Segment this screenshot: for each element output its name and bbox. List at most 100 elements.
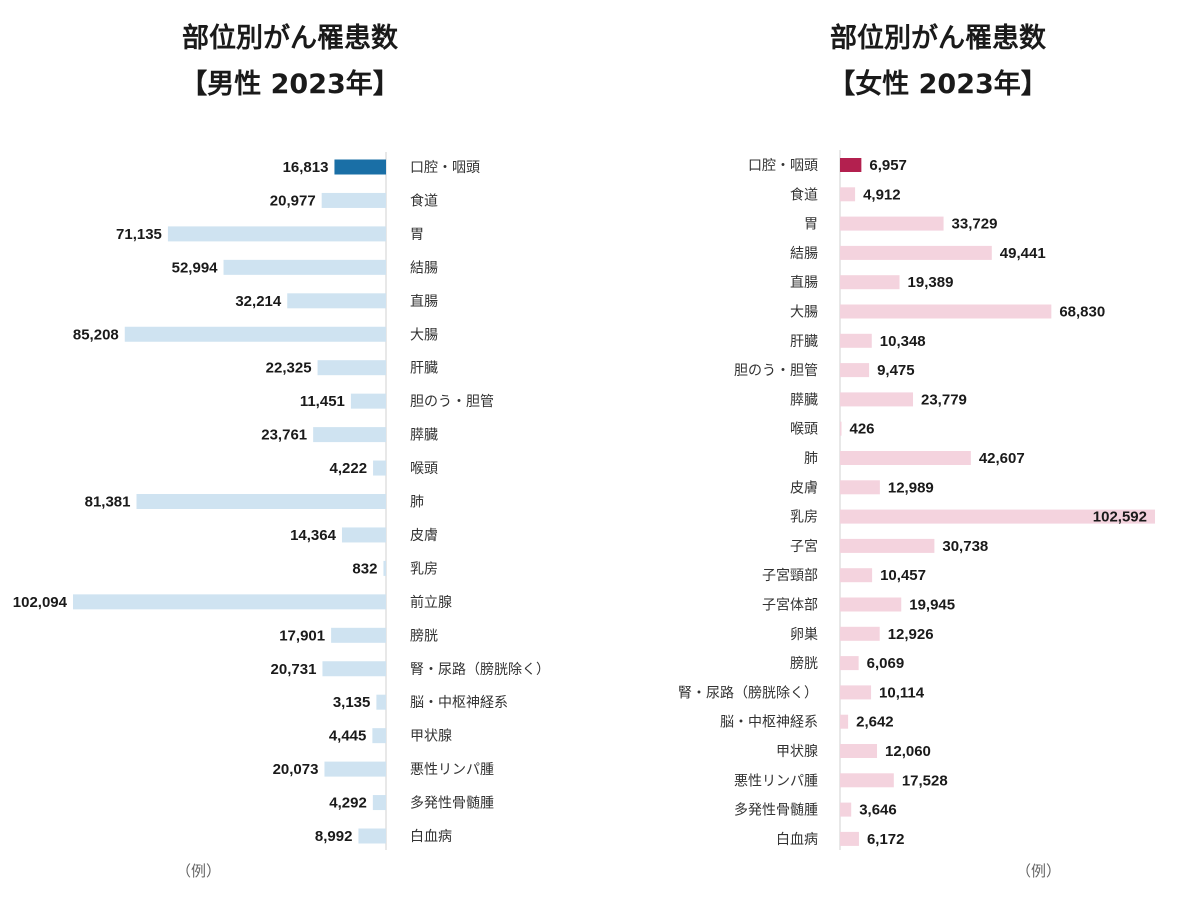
female-category-label: 胆のう・胆管 (734, 363, 818, 379)
female-category-label: 多発性骨髄腫 (734, 802, 818, 819)
female-value-label: 12,989 (888, 479, 934, 496)
male-category-label: 肝臓 (410, 361, 438, 377)
female-bar (840, 275, 900, 290)
male-value-label: 16,813 (283, 159, 329, 176)
female-category-label: 結腸 (790, 246, 818, 262)
female-category-label: 膵臓 (790, 392, 818, 408)
male-category-label: 乳房 (410, 561, 438, 577)
male-bar (136, 494, 386, 509)
female-bar (840, 304, 1052, 319)
female-bar (840, 714, 849, 729)
male-bar (287, 293, 386, 309)
male-category-label: 直腸 (410, 293, 438, 310)
male-title-text: 部位別がん罹患数 (182, 23, 398, 54)
male-value-label: 81,381 (85, 494, 131, 511)
male-bar (334, 159, 386, 175)
male-category-label: 膵臓 (410, 428, 438, 444)
female-category-label: 肝臓 (790, 334, 818, 350)
female-bar (840, 245, 992, 260)
male-value-label: 4,292 (329, 795, 367, 812)
male-value-label: 23,761 (261, 427, 307, 444)
female-bar (840, 480, 880, 495)
female-category-label: 喉頭 (790, 422, 818, 438)
female-category-label: 食道 (790, 186, 818, 203)
female-category-label: 大腸 (790, 305, 818, 321)
female-category-label: 子宮頸部 (762, 568, 818, 584)
male-bar (324, 761, 386, 777)
male-bar (124, 326, 386, 342)
male-subtitle-text: 【男性 2023年】 (180, 69, 400, 100)
male-category-label: 胃 (410, 227, 424, 243)
female-title-text: 部位別がん罹患数 (830, 23, 1046, 54)
male-value-label: 14,364 (290, 527, 337, 544)
male-value-label: 71,135 (116, 226, 162, 243)
male-value-label: 832 (352, 560, 377, 577)
female-value-label: 49,441 (1000, 245, 1046, 262)
male-value-label: 22,325 (266, 360, 312, 377)
female-category-label: 腎・尿路（膀胱除く） (678, 684, 818, 701)
female-value-label: 68,830 (1059, 304, 1105, 321)
female-category-label: 卵巣 (790, 627, 818, 643)
female-category-label: 甲状腺 (776, 744, 818, 760)
female-bar (840, 626, 880, 641)
female-bar (840, 333, 872, 348)
female-category-label: 胃 (804, 217, 818, 233)
female-bar (840, 538, 935, 553)
female-subtitle-text: 【女性 2023年】 (828, 69, 1048, 100)
female-value-label: 19,945 (909, 597, 955, 614)
male-bar (223, 259, 386, 275)
female-value-label: 6,957 (869, 157, 907, 174)
male-bar (313, 427, 386, 443)
female-category-label: 子宮 (790, 539, 818, 555)
female-bar (840, 451, 971, 465)
female-value-label: 6,172 (867, 831, 905, 848)
male-bar (317, 360, 386, 376)
male-category-label: 多発性骨髄腫 (410, 795, 494, 812)
male-category-label: 腎・尿路（膀胱除く） (410, 661, 550, 678)
male-category-label: 大腸 (410, 327, 438, 343)
female-category-label: 乳房 (790, 510, 818, 526)
male-category-label: 白血病 (410, 829, 452, 845)
female-category-label: 白血病 (776, 832, 818, 848)
male-category-label: 喉頭 (410, 461, 438, 477)
male-category-label: 皮膚 (410, 528, 438, 544)
female-value-label: 3,646 (859, 802, 897, 819)
male-bar (321, 192, 386, 208)
male-bar (383, 560, 386, 576)
female-bar (840, 656, 859, 671)
female-bar (840, 831, 859, 846)
female-bar (840, 773, 894, 788)
male-category-label: 肺 (410, 495, 424, 511)
female-value-label: 12,926 (888, 626, 934, 643)
male-category-label: 口腔・咽頭 (410, 160, 480, 176)
female-value-label: 17,528 (902, 772, 948, 789)
male-bar (331, 627, 386, 643)
male-chart-title: 部位別がん罹患数 【男性 2023年】 (90, 16, 490, 108)
female-value-label: 33,729 (952, 216, 998, 233)
male-value-label: 20,073 (273, 761, 319, 778)
male-category-label: 結腸 (410, 260, 438, 276)
female-bar (840, 802, 852, 817)
male-value-label: 102,094 (13, 594, 68, 611)
male-bar (322, 661, 386, 677)
female-bar (840, 363, 870, 378)
female-category-label: 肺 (804, 451, 818, 467)
male-value-label: 8,992 (315, 828, 353, 845)
female-chart-title: 部位別がん罹患数 【女性 2023年】 (738, 16, 1138, 108)
male-bar (373, 460, 386, 476)
male-bar (372, 728, 386, 744)
female-bar (840, 597, 902, 612)
female-category-label: 脳・中枢神経系 (720, 715, 818, 731)
female-category-label: 口腔・咽頭 (748, 158, 818, 174)
male-category-label: 悪性リンパ腫 (410, 762, 494, 778)
female-value-label: 6,069 (867, 655, 905, 672)
female-example-note: （例） (1016, 862, 1062, 880)
male-value-label: 4,222 (330, 460, 368, 477)
female-value-label: 10,457 (880, 567, 926, 584)
female-value-label: 10,348 (880, 333, 926, 350)
female-value-label: 2,642 (856, 714, 894, 731)
female-bar (840, 187, 856, 202)
female-value-label: 30,738 (942, 538, 988, 555)
male-category-label: 膀胱 (410, 627, 438, 644)
